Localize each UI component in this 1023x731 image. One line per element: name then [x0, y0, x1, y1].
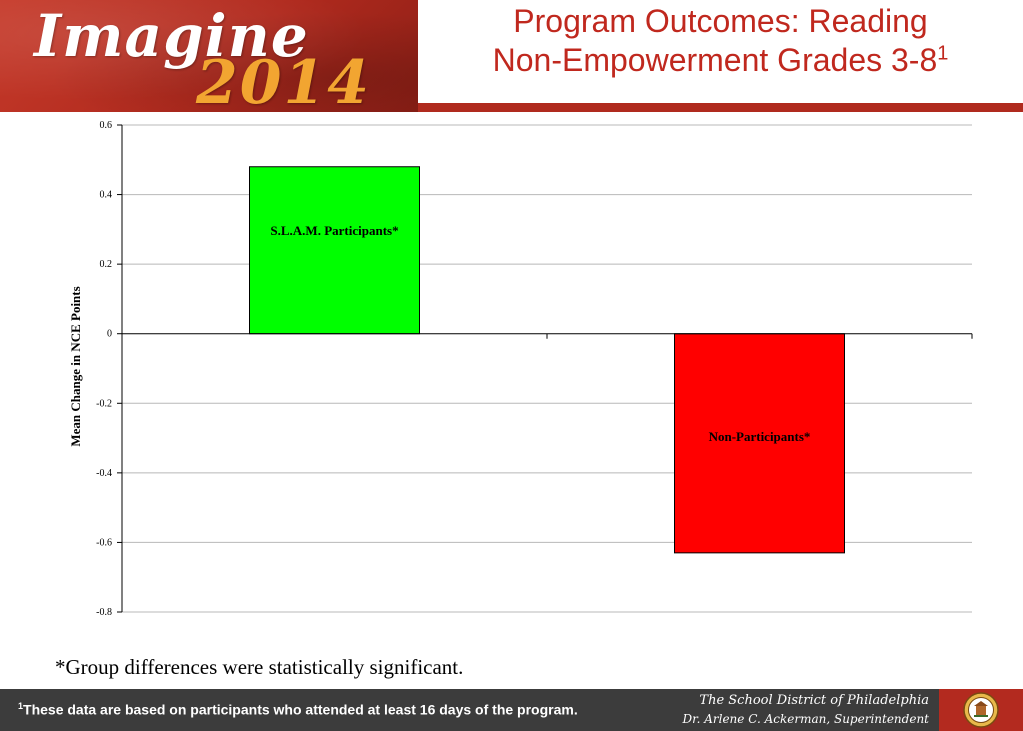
- seal-box: [939, 689, 1023, 731]
- superintendent-name: Dr. Arlene C. Ackerman, Superintendent: [682, 712, 929, 726]
- title-line-1: Program Outcomes: Reading: [513, 3, 928, 39]
- title-line-2-text: Non-Empowerment Grades 3-8: [492, 42, 938, 78]
- y-tick-label-6: -0.6: [96, 537, 112, 548]
- y-tick-label-0: 0.6: [100, 120, 113, 131]
- y-tick-label-1: 0.4: [100, 190, 113, 201]
- header-banner: Imagine 2014: [0, 0, 418, 112]
- footer-note-superscript: 1: [18, 701, 24, 711]
- y-tick-label-4: -0.2: [96, 398, 112, 409]
- y-axis-title: Mean Change in NCE Points: [68, 286, 83, 446]
- page-title: Program Outcomes: Reading Non-Empowermen…: [428, 2, 1013, 80]
- bar-0: [249, 166, 420, 335]
- district-block: The School District of Philadelphia Dr. …: [683, 691, 929, 729]
- logo-year-text: 2014: [196, 48, 371, 112]
- bar-label-0: S.L.A.M. Participants*: [270, 223, 398, 238]
- axes: [117, 124, 973, 613]
- bar-1: [674, 333, 845, 554]
- y-tick-label-2: 0.2: [100, 259, 113, 270]
- bars: [249, 166, 845, 554]
- labels: S.L.A.M. Participants* Non-Participants* 0…: [68, 120, 810, 618]
- header-rule: [418, 103, 1023, 112]
- title-superscript: 1: [937, 42, 949, 65]
- y-tick-label-3: 0: [107, 329, 112, 340]
- bar-label-1: Non-Participants*: [709, 429, 811, 444]
- footer-note-text: These data are based on participants who…: [23, 701, 578, 718]
- significance-footnote: *Group differences were statistically si…: [55, 655, 464, 679]
- district-name: The School District of Philadelphia: [699, 693, 929, 708]
- footer-bar: 1These data are based on participants wh…: [0, 689, 1023, 731]
- bar-chart: S.L.A.M. Participants* Non-Participants* 0…: [68, 120, 973, 618]
- logo-imagine-text: Imagine: [34, 2, 309, 70]
- footer-note: 1These data are based on participants wh…: [18, 701, 578, 718]
- title-line-2: Non-Empowerment Grades 3-81: [428, 41, 1013, 80]
- district-seal-icon: [963, 692, 999, 728]
- y-tick-label-5: -0.4: [96, 468, 112, 479]
- y-tick-label-7: -0.8: [96, 607, 112, 618]
